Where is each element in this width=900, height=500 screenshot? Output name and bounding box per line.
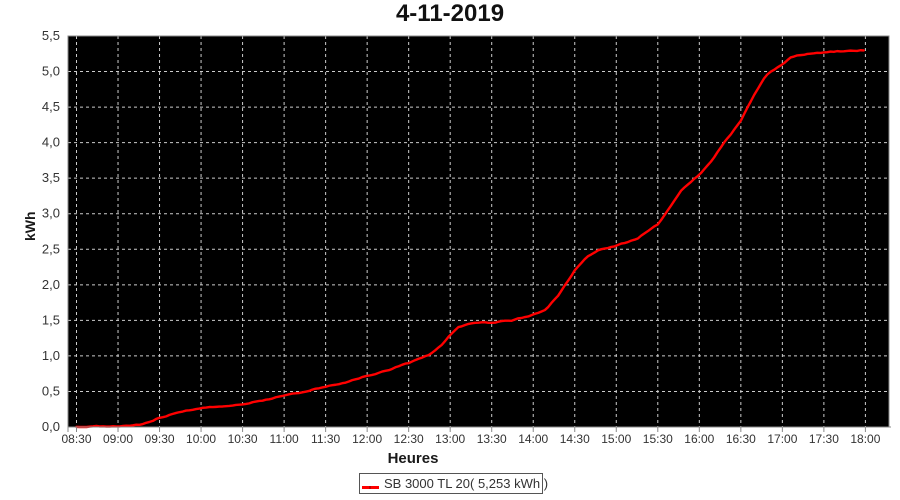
svg-text:17:00: 17:00	[767, 432, 797, 446]
svg-text:5,0: 5,0	[42, 64, 60, 79]
svg-text:2,5: 2,5	[42, 241, 60, 256]
svg-text:17:30: 17:30	[809, 432, 839, 446]
svg-text:15:00: 15:00	[601, 432, 631, 446]
svg-text:13:00: 13:00	[435, 432, 465, 446]
svg-text:15:30: 15:30	[643, 432, 673, 446]
svg-text:18:00: 18:00	[850, 432, 880, 446]
svg-text:11:30: 11:30	[311, 432, 340, 446]
svg-text:0,0: 0,0	[42, 419, 60, 434]
svg-text:10:30: 10:30	[228, 432, 258, 446]
svg-text:4,0: 4,0	[42, 135, 60, 150]
svg-text:1,5: 1,5	[42, 312, 60, 327]
svg-text:12:30: 12:30	[394, 432, 424, 446]
svg-text:16:30: 16:30	[726, 432, 756, 446]
svg-text:3,5: 3,5	[42, 170, 60, 185]
svg-text:4,5: 4,5	[42, 99, 60, 114]
svg-text:14:00: 14:00	[518, 432, 548, 446]
svg-text:14:30: 14:30	[560, 432, 590, 446]
svg-text:16:00: 16:00	[684, 432, 714, 446]
svg-text:09:30: 09:30	[145, 432, 175, 446]
svg-text:11:00: 11:00	[270, 432, 299, 446]
svg-text:12:00: 12:00	[352, 432, 382, 446]
svg-text:13:30: 13:30	[477, 432, 507, 446]
svg-text:08:30: 08:30	[61, 432, 91, 446]
svg-text:2,0: 2,0	[42, 277, 60, 292]
svg-text:09:00: 09:00	[103, 432, 133, 446]
svg-text:10:00: 10:00	[186, 432, 216, 446]
svg-text:0,5: 0,5	[42, 383, 60, 398]
svg-text:1,0: 1,0	[42, 348, 60, 363]
svg-text:3,0: 3,0	[42, 206, 60, 221]
svg-text:5,5: 5,5	[42, 28, 60, 43]
